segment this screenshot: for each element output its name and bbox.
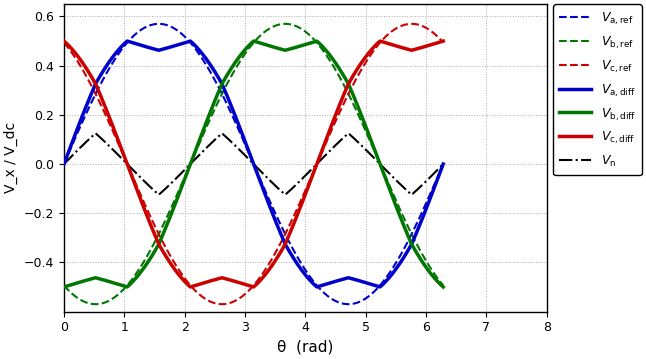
Y-axis label: V_x / V_dc: V_x / V_dc <box>4 122 18 194</box>
X-axis label: θ  (rad): θ (rad) <box>277 340 333 355</box>
Legend: $V_{\mathregular{a,ref}}$, $V_{\mathregular{b,ref}}$, $V_{\mathregular{c,ref}}$,: $V_{\mathregular{a,ref}}$, $V_{\mathregu… <box>553 4 642 175</box>
